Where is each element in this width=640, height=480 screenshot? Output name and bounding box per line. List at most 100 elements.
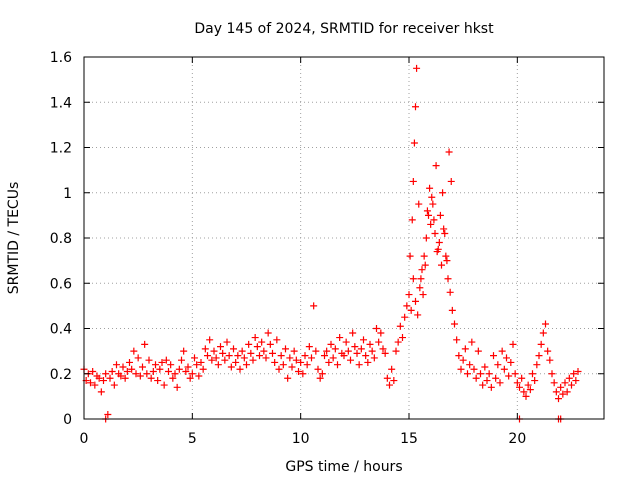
data-point [559, 390, 567, 398]
data-point [526, 386, 534, 394]
data-point [572, 377, 580, 385]
data-point [282, 345, 289, 353]
data-point [236, 365, 244, 373]
data-point [409, 177, 417, 185]
data-point [128, 365, 136, 373]
data-point [417, 275, 425, 283]
x-axis-title: GPS time / hours [285, 459, 402, 475]
data-point [544, 347, 552, 355]
data-point [548, 370, 556, 378]
data-point [171, 370, 179, 378]
data-point [230, 345, 237, 353]
data-point [401, 313, 409, 321]
y-tick-label: 0.4 [50, 322, 72, 338]
y-tick-label: 1.2 [50, 141, 72, 157]
data-point [555, 395, 562, 403]
data-point [182, 367, 190, 375]
data-point [206, 336, 214, 344]
data-point [160, 381, 168, 389]
data-point [487, 383, 495, 391]
grid [84, 57, 604, 419]
y-tick-label: 1.6 [50, 50, 72, 66]
data-point [459, 356, 467, 364]
data-point [522, 392, 530, 400]
data-point [95, 374, 103, 382]
data-point [256, 352, 263, 360]
data-point [383, 374, 391, 382]
data-point [429, 200, 437, 208]
data-point [362, 352, 370, 360]
data-point [169, 374, 177, 382]
data-point [119, 363, 127, 371]
data-point [262, 354, 270, 362]
data-point [347, 356, 354, 364]
data-point [436, 211, 444, 219]
data-point [154, 377, 162, 385]
data-point [158, 358, 166, 366]
data-point [227, 363, 235, 371]
data-point [366, 340, 374, 348]
data-point [448, 306, 456, 314]
data-point [249, 356, 257, 364]
data-point [340, 352, 348, 360]
data-point [295, 367, 302, 375]
data-point [447, 177, 455, 185]
data-point [410, 139, 418, 147]
data-point [520, 388, 528, 396]
data-point [496, 379, 504, 387]
data-point [253, 343, 261, 351]
data-point [419, 291, 427, 299]
data-point [421, 261, 429, 269]
data-point [234, 352, 242, 360]
data-point [511, 370, 519, 378]
data-point [195, 372, 203, 380]
data-point [453, 336, 461, 344]
data-point [329, 354, 337, 362]
data-point [451, 320, 458, 328]
data-point [299, 370, 307, 378]
data-point [518, 374, 526, 382]
data-point [444, 275, 452, 283]
x-tick-label: 0 [80, 431, 89, 447]
data-point [297, 358, 305, 366]
data-point [201, 345, 209, 353]
data-point [516, 383, 523, 391]
data-point [349, 329, 357, 337]
data-point [360, 336, 367, 344]
data-point [368, 347, 376, 355]
data-point [266, 340, 274, 348]
data-point [431, 229, 439, 237]
data-point [139, 363, 146, 371]
data-point [524, 381, 532, 389]
data-point [303, 361, 311, 369]
data-point [505, 372, 513, 380]
data-point [390, 377, 398, 385]
data-point [574, 367, 582, 375]
data-point [432, 162, 440, 170]
data-point [152, 361, 159, 369]
data-point [413, 64, 421, 72]
data-point [121, 374, 129, 382]
data-point [219, 349, 227, 357]
data-point [414, 311, 422, 319]
data-point [529, 370, 536, 378]
data-point [275, 365, 283, 373]
data-point [539, 329, 547, 337]
data-point [279, 361, 287, 369]
data-point [204, 352, 211, 360]
data-point [290, 347, 298, 355]
data-point [225, 352, 233, 360]
data-point [394, 338, 402, 346]
data-point [457, 365, 465, 373]
data-point [466, 361, 474, 369]
y-tick-label: 0.6 [50, 276, 72, 292]
data-point [565, 374, 573, 382]
data-point [461, 345, 469, 353]
data-point [245, 340, 253, 348]
data-point [193, 361, 201, 369]
y-tick-labels: 0 0.2 0.4 0.6 0.8 1 1.2 1.4 1.6 [50, 50, 72, 428]
data-point [89, 367, 97, 375]
data-point [301, 352, 309, 360]
data-point [503, 354, 510, 362]
